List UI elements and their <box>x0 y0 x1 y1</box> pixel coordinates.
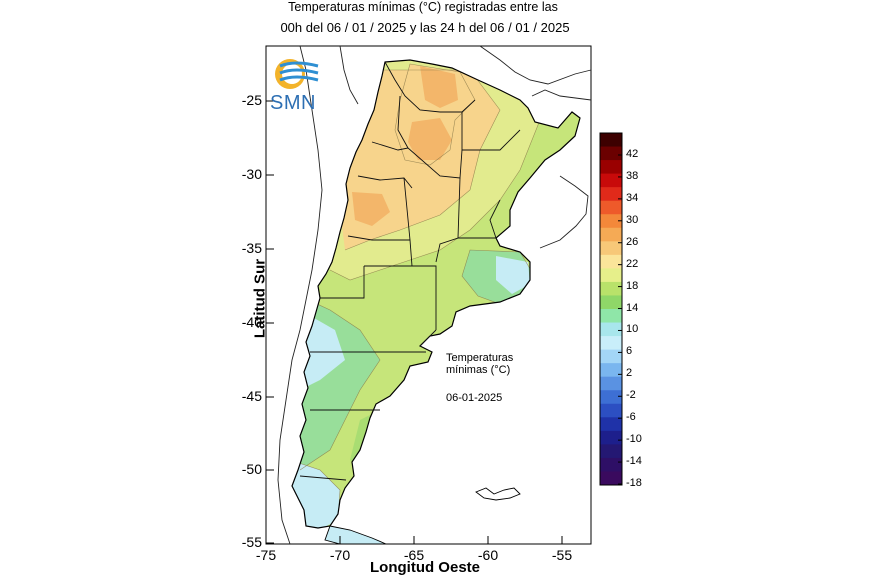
colorbar-swatch <box>600 309 622 324</box>
colorbar-label: -6 <box>626 411 636 424</box>
legend-annotation-date: 06-01-2025 <box>446 392 503 404</box>
colorbar-label: -2 <box>626 389 636 402</box>
colorbar-swatch <box>600 349 622 364</box>
province-borders <box>299 61 521 481</box>
colorbar-swatch <box>600 133 622 148</box>
colorbar-swatch <box>600 403 622 418</box>
colorbar-swatch <box>600 363 622 378</box>
x-axis-label: Longitud Oeste <box>370 559 480 576</box>
colorbar-swatch <box>600 146 622 161</box>
y-tick-label: -25 <box>241 92 262 108</box>
colorbar-label: -14 <box>626 455 642 468</box>
axis-ticks <box>265 100 563 544</box>
y-tick-label: -45 <box>241 388 262 404</box>
malvinas-islands <box>475 487 521 501</box>
colorbar-swatch <box>600 430 622 445</box>
colorbar-swatch <box>600 295 622 310</box>
legend-annotation-subtitle: mínimas (°C) <box>446 364 511 376</box>
colorbar-label: 34 <box>626 191 639 204</box>
colorbar-swatch <box>600 268 622 283</box>
colorbar-swatch <box>600 457 622 472</box>
colorbar-swatch <box>600 227 622 242</box>
y-tick-label: -30 <box>241 166 262 182</box>
map-title-line2: 00h del 06 / 01 / 2025 y las 24 h del 06… <box>280 20 570 35</box>
colorbar-label: 38 <box>626 169 639 182</box>
colorbar-swatch <box>600 444 622 459</box>
colorbar-swatch <box>600 417 622 432</box>
y-tick-label: -50 <box>241 461 262 477</box>
colorbar-label: -10 <box>626 433 642 446</box>
colorbar-label: 22 <box>626 257 639 270</box>
map-title-line1: Temperaturas mínimas (°C) registradas en… <box>288 0 558 14</box>
colorbar <box>599 132 623 486</box>
y-tick-label: -40 <box>241 314 262 330</box>
smn-logo-text: SMN <box>270 92 316 114</box>
colorbar-label: 18 <box>626 279 639 292</box>
colorbar-label: 42 <box>626 148 639 160</box>
colorbar-swatch <box>600 214 622 229</box>
colorbar-label: 26 <box>626 235 639 248</box>
colorbar-swatch <box>600 200 622 215</box>
x-tick-label: -60 <box>477 547 499 563</box>
y-tick-label: -35 <box>241 240 262 256</box>
colorbar-swatch <box>600 187 622 202</box>
neighbor-borders <box>277 45 592 545</box>
colorbar-swatch <box>600 254 622 269</box>
x-tick-label: -70 <box>329 547 351 563</box>
colorbar-label: 30 <box>626 213 639 226</box>
colorbar-swatch <box>600 390 622 405</box>
y-axis-label: Latitud Sur <box>251 258 269 339</box>
colorbar-swatch <box>600 281 622 296</box>
y-tick-label: -55 <box>241 534 262 550</box>
colorbar-swatch <box>600 173 622 188</box>
x-tick-label: -55 <box>551 547 573 563</box>
colorbar-swatch <box>600 241 622 256</box>
colorbar-label: 14 <box>626 301 639 314</box>
x-tick-label: -75 <box>255 547 277 563</box>
x-tick-label: -65 <box>403 547 425 563</box>
legend-annotation-title: Temperaturas <box>446 352 514 364</box>
colorbar-label: 10 <box>626 323 639 336</box>
smn-logo <box>275 59 319 89</box>
colorbar-label: 2 <box>626 367 633 380</box>
colorbar-swatch <box>600 376 622 391</box>
colorbar-swatch <box>600 322 622 337</box>
colorbar-swatch <box>600 471 622 486</box>
colorbar-swatch <box>600 336 622 351</box>
colorbar-swatch <box>600 160 622 175</box>
colorbar-label: -18 <box>626 477 642 489</box>
colorbar-label: 6 <box>626 345 633 358</box>
